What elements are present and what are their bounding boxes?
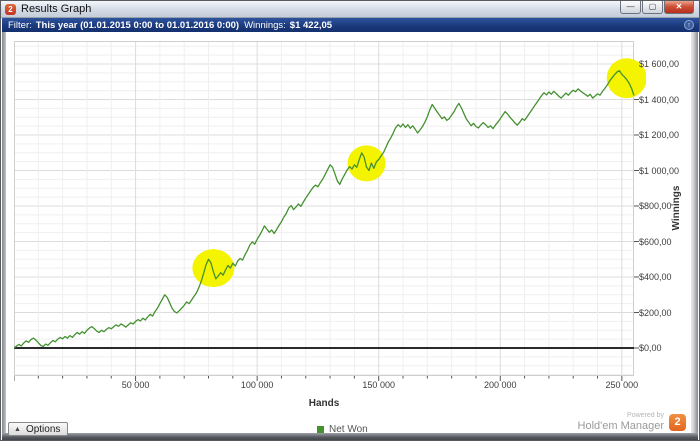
y-tick-label: $200,00 (639, 307, 672, 318)
app-icon: 2 (5, 3, 16, 15)
y-tick-label: $400,00 (639, 272, 672, 282)
x-axis-title: Hands (308, 398, 340, 409)
x-tick-label: 250 000 (605, 380, 639, 390)
close-button[interactable]: ✕ (664, 1, 694, 14)
y-tick-label: $1 000,00 (639, 165, 680, 176)
chevron-up-icon: ▲ (14, 425, 21, 433)
options-button[interactable]: ▲ Options (8, 422, 69, 436)
powered-by-text: Powered by (627, 412, 664, 420)
filter-bar[interactable]: Filter: This year (01.01.2015 0:00 to 01… (2, 18, 699, 32)
options-button-label: Options (25, 423, 61, 435)
window-frame-right (691, 32, 698, 433)
window-frame-bottom (2, 433, 698, 440)
results-line-chart (14, 41, 646, 381)
x-tick-label: 100 000 (240, 380, 274, 390)
filter-label: Filter: (8, 19, 32, 31)
y-tick-label: $0,00 (639, 343, 662, 353)
maximize-button[interactable]: ▢ (642, 1, 663, 14)
minimize-button[interactable]: — (620, 1, 641, 14)
yellow-highlight (347, 145, 386, 182)
x-tick-label: 150 000 (362, 380, 395, 390)
collapse-filter-icon[interactable]: ↑ (684, 20, 694, 30)
legend: Net Won (317, 424, 368, 435)
winnings-value: $1 422,05 (289, 19, 333, 31)
legend-label: Net Won (329, 424, 368, 435)
window-title: Results Graph (21, 3, 92, 15)
window-frame-left (2, 32, 6, 433)
y-tick-label: $1 600,00 (639, 59, 680, 69)
y-tick-label: $600,00 (639, 236, 672, 247)
legend-swatch (317, 426, 324, 433)
y-tick-label: $1 200,00 (639, 130, 680, 140)
x-tick-label: 50 000 (121, 380, 150, 390)
branding: Powered by Hold'em Manager 2 (578, 412, 686, 432)
x-tick-label: 200 000 (483, 380, 517, 390)
holdem-manager-logo-icon: 2 (669, 413, 686, 431)
y-tick-label: $1 400,00 (639, 94, 680, 105)
y-axis-title: Winnings (671, 185, 682, 231)
brand-name: Hold'em Manager (577, 419, 664, 432)
y-tick-label: $800,00 (639, 201, 672, 211)
net-won-line (14, 70, 635, 349)
filter-range: This year (01.01.2015 0:00 to 01.01.2016… (35, 19, 240, 31)
winnings-label: Winnings: (244, 19, 286, 31)
title-bar[interactable]: 2 Results Graph — ▢ ✕ (1, 1, 699, 18)
yellow-highlight (192, 249, 235, 288)
